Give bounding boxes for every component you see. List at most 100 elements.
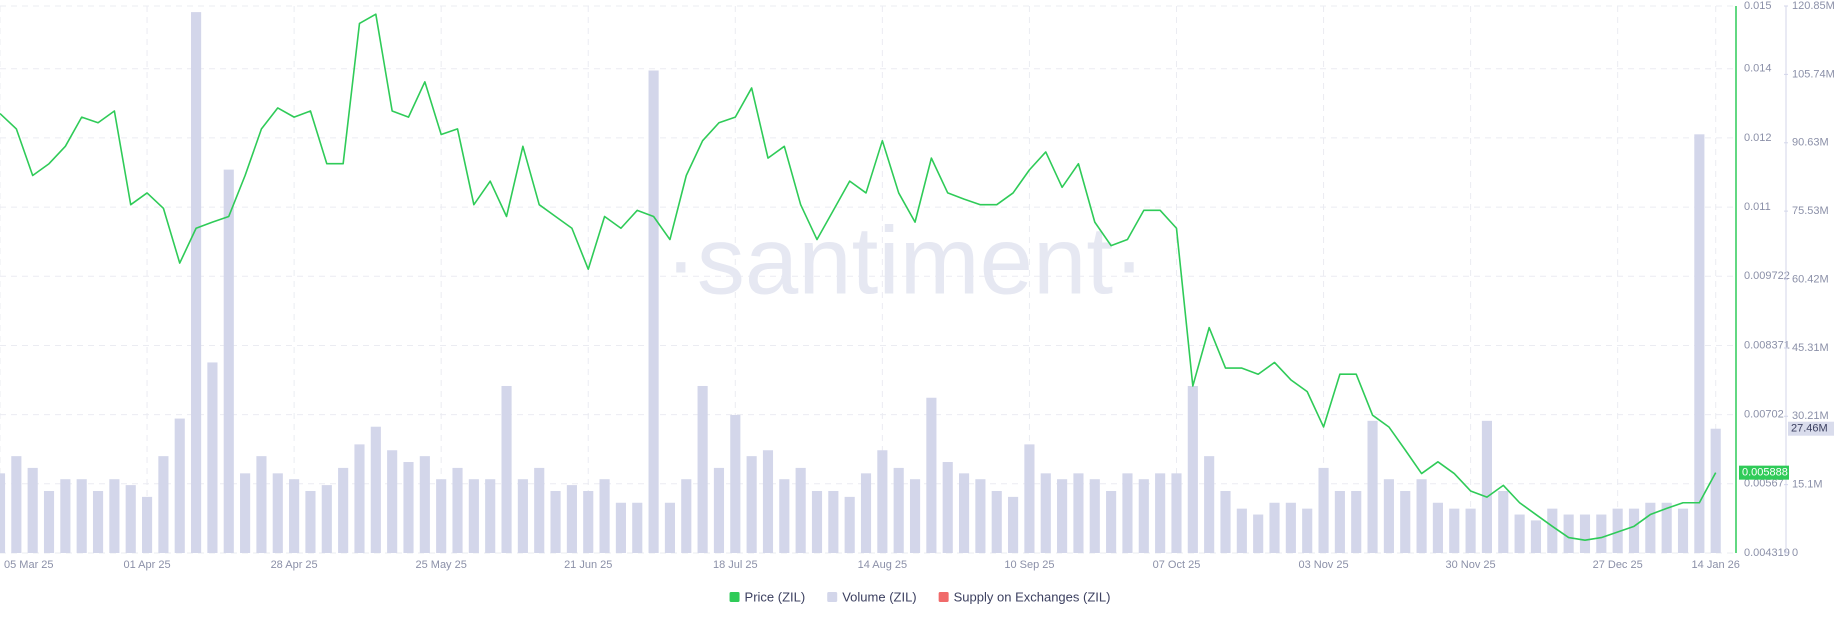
volume-bar [436, 479, 447, 553]
legend-swatch [938, 592, 949, 602]
x-tick-label: 01 Apr 25 [124, 559, 171, 571]
x-tick-label: 05 Mar 25 [4, 559, 54, 571]
volume-bar [648, 70, 659, 553]
y2-tick-label: 105.74M [1792, 68, 1835, 80]
volume-bar [664, 502, 676, 553]
volume-bar [501, 385, 512, 553]
x-tick-label: 27 Dec 25 [1593, 559, 1643, 571]
volume-bar [1432, 502, 1443, 553]
volume-bar [1645, 502, 1656, 553]
volume-bar [1596, 514, 1607, 553]
x-tick-label: 03 Nov 25 [1298, 559, 1348, 571]
volume-bar [1089, 479, 1100, 553]
volume-bar [583, 490, 594, 553]
volume-bar [1024, 444, 1035, 553]
volume-bar [289, 479, 300, 553]
volume-bar [1236, 508, 1247, 553]
x-tick-label: 25 May 25 [415, 559, 466, 571]
volume-bar [697, 385, 708, 553]
legend-item[interactable]: Price (ZIL) [729, 589, 806, 604]
volume-bar [828, 490, 839, 553]
volume-bar [1383, 479, 1394, 553]
y-tick-label: 0.011 [1744, 201, 1771, 213]
y2-tick-label: 120.85M [1792, 0, 1835, 12]
volume-bar [1057, 479, 1068, 553]
y2-tick-label: 75.53M [1792, 205, 1829, 217]
volume-bar [0, 473, 6, 553]
volume-bar [1138, 479, 1149, 553]
volume-bar [419, 456, 430, 553]
volume-bar [403, 462, 414, 553]
volume-bar [730, 414, 741, 553]
volume-bar [893, 467, 904, 553]
y-tick-label: 0.004319 [1744, 547, 1790, 559]
volume-bar [1106, 490, 1117, 553]
volume-bar [550, 490, 561, 553]
volume-bar [942, 462, 953, 553]
volume-bar [76, 479, 87, 553]
volume-bar [92, 490, 104, 553]
volume-bar [1547, 508, 1558, 553]
volume-bar [207, 362, 218, 553]
legend-item[interactable]: Supply on Exchanges (ZIL) [938, 589, 1111, 604]
volume-bar [1498, 490, 1509, 553]
volume-bar [338, 467, 349, 553]
volume-bar [1155, 473, 1166, 553]
last-value-label: 27.46M [1791, 423, 1828, 435]
volume-bar [1171, 473, 1182, 553]
volume-bar [1514, 514, 1525, 553]
y-tick-label: 0.008371 [1744, 339, 1790, 351]
volume-bar [1481, 420, 1493, 553]
x-tick-label: 07 Oct 25 [1153, 559, 1201, 571]
volume-bar [779, 479, 790, 553]
volume-bar [191, 12, 202, 553]
volume-bar [1008, 496, 1019, 553]
volume-bar [256, 456, 267, 553]
volume-bar [1710, 428, 1721, 553]
volume-bar [370, 426, 381, 553]
last-value-badge [1788, 421, 1834, 436]
volume-bar [1465, 508, 1476, 553]
volume-bar [746, 456, 757, 553]
y-tick-label: 0.015 [1744, 0, 1772, 12]
x-tick-label: 28 Apr 25 [271, 559, 318, 571]
volume-bar [681, 479, 692, 553]
y2-tick-label: 60.42M [1792, 273, 1829, 285]
volume-bar [1302, 508, 1313, 553]
x-tick-label: 18 Jul 25 [713, 559, 758, 571]
volume-bar [1579, 514, 1591, 553]
volume-bar [811, 490, 823, 553]
legend-item[interactable]: Volume (ZIL) [827, 589, 917, 604]
volume-bar [452, 467, 463, 553]
volume-bar [387, 450, 398, 553]
legend-label: Supply on Exchanges (ZIL) [954, 589, 1111, 604]
volume-bar [1530, 520, 1542, 553]
volume-bar [1563, 514, 1574, 553]
volume-bar [109, 479, 120, 553]
volume-bar [1416, 479, 1427, 553]
volume-bar [991, 490, 1002, 553]
volume-bar [1612, 508, 1623, 553]
volume-bar [223, 169, 234, 553]
y-tick-label: 0.00567 [1744, 478, 1784, 490]
x-tick-label: 14 Aug 25 [858, 559, 908, 571]
volume-bar [272, 473, 283, 553]
volume-bar [762, 450, 774, 553]
volume-bar [566, 485, 577, 553]
volume-bar [1285, 502, 1296, 553]
volume-bar [877, 450, 888, 553]
volume-bar [975, 479, 986, 553]
y-tick-label: 0.012 [1744, 132, 1772, 144]
x-tick-label: 14 Jan 26 [1692, 559, 1740, 571]
x-tick-label: 30 Nov 25 [1446, 559, 1496, 571]
volume-bar [1269, 502, 1280, 553]
volume-bar [860, 473, 872, 553]
last-value-label: 0.005888 [1742, 467, 1788, 479]
volume-bar [354, 444, 365, 553]
volume-bar [517, 479, 528, 553]
y-tick-label: 0.00702 [1744, 409, 1784, 421]
y2-tick-label: 90.63M [1792, 137, 1829, 149]
volume-bar [1187, 385, 1198, 553]
x-tick-label: 21 Jun 25 [564, 559, 612, 571]
volume-bar [60, 479, 71, 553]
